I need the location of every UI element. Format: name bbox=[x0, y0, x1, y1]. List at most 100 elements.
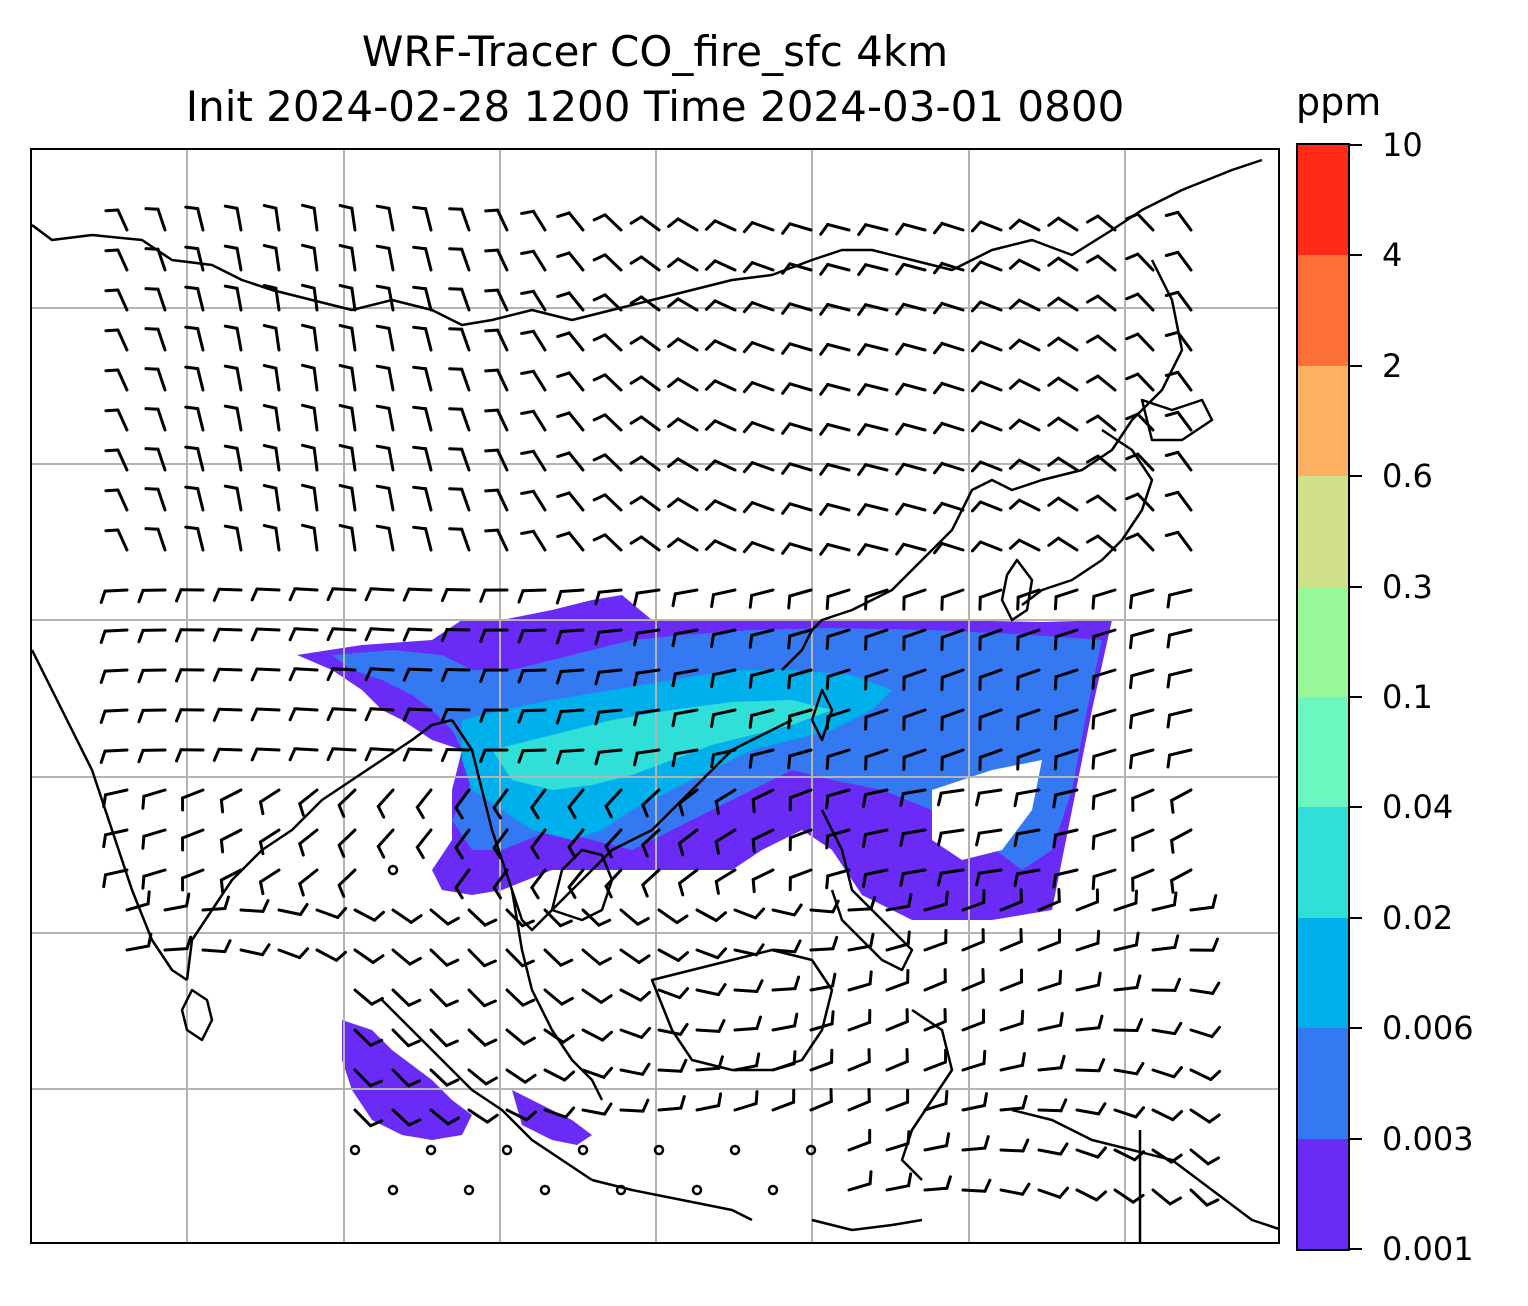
wind-barb-feather bbox=[1047, 216, 1060, 227]
wind-barb-shaft bbox=[864, 668, 889, 679]
wind-barb-shaft bbox=[847, 1140, 872, 1152]
wind-barb-shaft bbox=[999, 1106, 1025, 1112]
wind-barb-shaft bbox=[788, 462, 813, 472]
wind-barb-feather bbox=[1059, 1011, 1064, 1027]
wind-barb-feather bbox=[301, 243, 316, 250]
wind-barb-feather bbox=[1086, 454, 1100, 464]
wind-barb-feather bbox=[748, 713, 754, 729]
wind-barb-feather bbox=[334, 950, 347, 962]
wind-barb-shaft bbox=[369, 587, 395, 592]
wind-barb-feather bbox=[262, 204, 278, 210]
wind-barb-shaft bbox=[445, 708, 471, 712]
wind-barb-shaft bbox=[298, 788, 319, 806]
wind-barb-shaft bbox=[353, 908, 376, 922]
wind-barb-shaft bbox=[255, 627, 281, 632]
wind-barb-feather bbox=[299, 903, 309, 916]
wind-barb-feather bbox=[137, 668, 145, 684]
wind-barb-shaft bbox=[1037, 981, 1062, 992]
coastline-japan bbox=[1021, 428, 1154, 606]
wind-barb-feather bbox=[560, 996, 574, 1006]
wind-barb-feather bbox=[748, 753, 754, 769]
wind-barb-shaft bbox=[1016, 588, 1041, 599]
wind-barb-feather bbox=[1211, 981, 1221, 995]
wind-barb-shaft bbox=[201, 907, 227, 912]
wind-barb-feather bbox=[530, 846, 540, 860]
wind-barb-shaft bbox=[387, 366, 395, 392]
wind-barb-shaft bbox=[597, 748, 623, 754]
wind-barb-shaft bbox=[733, 1026, 759, 1032]
wind-barb-feather bbox=[1091, 594, 1096, 610]
wind-barb-feather bbox=[933, 381, 944, 395]
wind-barb-feather bbox=[454, 806, 464, 820]
wind-barb-shaft bbox=[597, 668, 623, 674]
wind-barb-feather bbox=[440, 668, 449, 683]
wind-barb-shaft bbox=[415, 828, 433, 849]
wind-barb-shaft bbox=[1017, 458, 1041, 472]
wind-barb-shaft bbox=[559, 708, 585, 713]
wind-barb-feather bbox=[1047, 336, 1060, 347]
wind-barb-shaft bbox=[961, 1146, 987, 1152]
wind-barb-shaft bbox=[217, 707, 243, 712]
wind-barb-shaft bbox=[1015, 788, 1041, 796]
wind-barb-feather bbox=[262, 524, 278, 530]
wind-barb-feather bbox=[1125, 372, 1140, 381]
wind-barb-feather bbox=[338, 204, 354, 210]
wind-barb-shaft bbox=[543, 988, 564, 1006]
wind-barb-feather bbox=[375, 244, 391, 250]
wind-barb-feather bbox=[825, 595, 830, 610]
wind-barb-feather bbox=[629, 535, 643, 545]
wind-barb-feather bbox=[337, 803, 346, 818]
wind-barb-shaft bbox=[196, 527, 205, 552]
wind-barb-feather bbox=[594, 710, 601, 726]
wind-barb-shaft bbox=[1130, 628, 1155, 638]
wind-barb-feather bbox=[933, 461, 944, 475]
wind-barb-feather bbox=[517, 589, 525, 604]
wind-barb-shaft bbox=[1136, 452, 1155, 472]
calm-wind-marker bbox=[349, 1144, 361, 1156]
wind-barb-shaft bbox=[901, 868, 927, 876]
wind-barb-feather bbox=[594, 590, 601, 606]
wind-barb-shaft bbox=[939, 828, 965, 835]
wind-barb-feather bbox=[755, 979, 764, 993]
wind-barb-shaft bbox=[788, 542, 813, 552]
wind-barb-feather bbox=[479, 708, 487, 723]
coastline-indochina bbox=[450, 718, 793, 932]
wind-barb-shaft bbox=[103, 708, 129, 713]
wind-barb-feather bbox=[517, 749, 525, 764]
wind-barb-feather bbox=[484, 528, 500, 533]
wind-barb-shaft bbox=[1056, 416, 1079, 432]
wind-barb-feather bbox=[482, 999, 497, 1008]
wind-barb-feather bbox=[895, 262, 906, 276]
wind-barb-feather bbox=[678, 881, 685, 897]
wind-barb-feather bbox=[223, 524, 239, 530]
wind-barb-shaft bbox=[788, 748, 813, 758]
wind-barb-shaft bbox=[277, 908, 302, 916]
wind-barb-shaft bbox=[695, 1104, 721, 1112]
wind-barb-shaft bbox=[750, 301, 775, 312]
wind-barb-feather bbox=[667, 457, 680, 468]
wind-barb-shaft bbox=[1189, 1068, 1213, 1081]
wind-barb-feather bbox=[754, 1090, 759, 1106]
wind-barb-shaft bbox=[979, 300, 1003, 312]
wind-barb-feather bbox=[1173, 977, 1181, 992]
wind-barb-shaft bbox=[1075, 1188, 1099, 1202]
wind-barb-shaft bbox=[460, 327, 471, 352]
wind-barb-feather bbox=[641, 1098, 650, 1113]
wind-barb-feather bbox=[751, 838, 756, 854]
wind-barb-shaft bbox=[350, 246, 357, 272]
wind-barb-shaft bbox=[235, 526, 243, 552]
wind-barb-feather bbox=[819, 303, 830, 316]
wind-barb-feather bbox=[523, 1073, 537, 1084]
wind-barb-feather bbox=[755, 1052, 761, 1068]
coastline-taiwan bbox=[810, 688, 834, 742]
wind-barb-shaft bbox=[978, 588, 1003, 599]
wind-barb-shaft bbox=[1092, 748, 1117, 758]
wind-barb-feather bbox=[742, 221, 754, 234]
wind-barb-feather bbox=[1171, 1110, 1184, 1122]
wind-barb-feather bbox=[137, 748, 145, 764]
wind-barb-feather bbox=[629, 255, 643, 265]
wind-barb-shaft bbox=[713, 259, 737, 272]
wind-barb-shaft bbox=[864, 828, 889, 836]
wind-barb-shaft bbox=[387, 246, 395, 272]
wind-barb-shaft bbox=[979, 540, 1003, 552]
